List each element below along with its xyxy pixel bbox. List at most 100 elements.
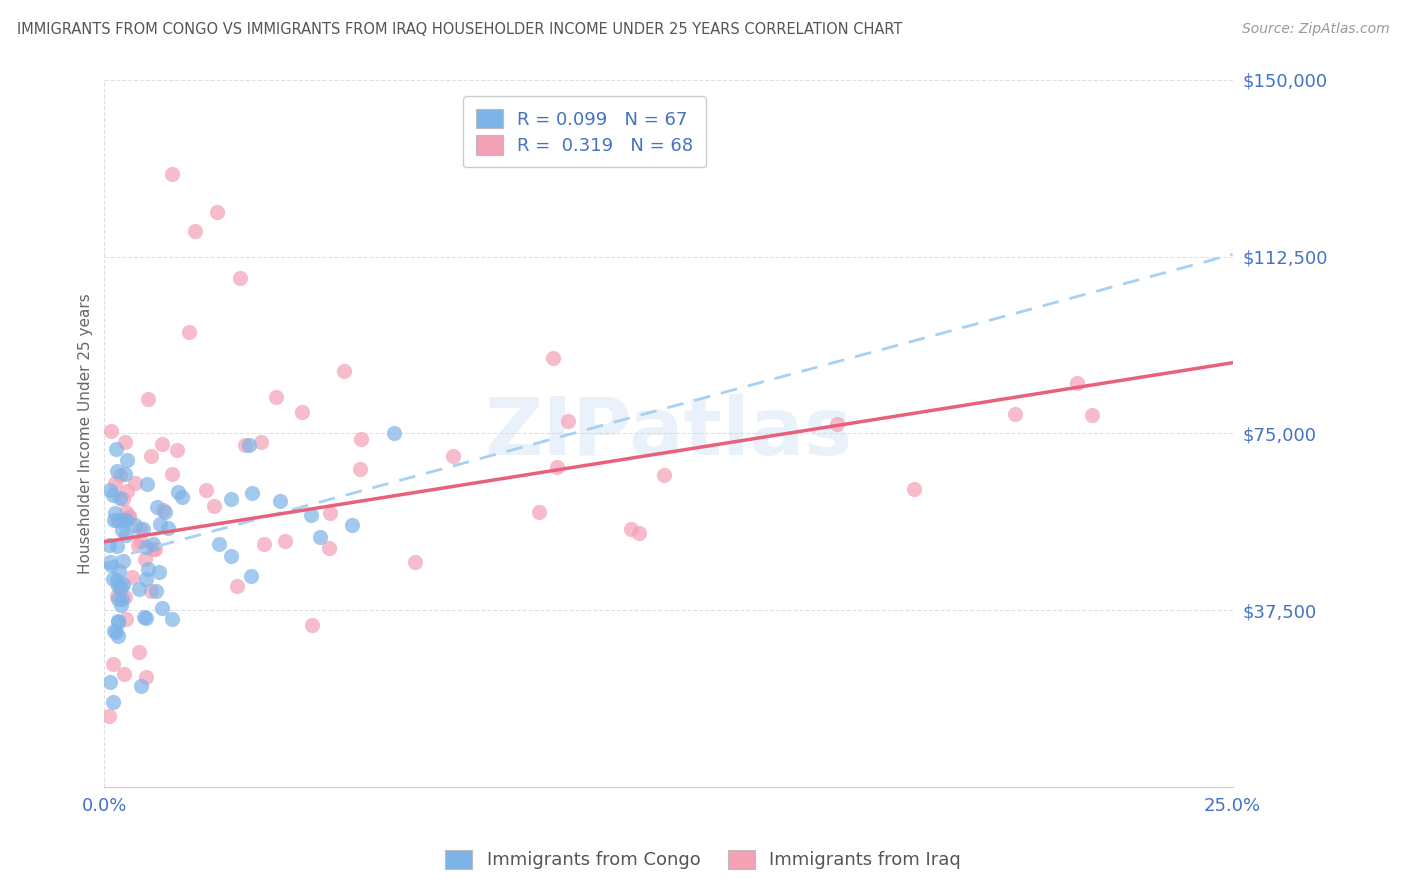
Point <box>274 533 297 548</box>
Point <box>135 611 157 625</box>
Point <box>124 475 146 490</box>
Point <box>107 564 129 578</box>
Point <box>110 580 132 594</box>
Point <box>128 582 150 596</box>
Point <box>114 528 136 542</box>
Point <box>903 483 925 497</box>
Point <box>145 583 167 598</box>
Point <box>269 493 291 508</box>
Legend: Immigrants from Congo, Immigrants from Iraq: Immigrants from Congo, Immigrants from I… <box>436 840 970 879</box>
Point <box>239 569 262 583</box>
Point <box>333 364 356 378</box>
Point <box>107 591 129 606</box>
Point <box>114 467 136 481</box>
Point <box>308 530 330 544</box>
Point <box>115 453 138 467</box>
Point <box>404 555 426 569</box>
Point <box>105 464 128 478</box>
Point <box>110 598 132 612</box>
Y-axis label: Householder Income Under 25 years: Householder Income Under 25 years <box>79 293 93 574</box>
Point <box>129 534 152 549</box>
Point <box>129 522 152 536</box>
Point <box>441 450 464 464</box>
Point <box>299 508 322 522</box>
Point <box>114 512 136 526</box>
Point <box>105 512 128 526</box>
Point <box>98 538 121 552</box>
Point <box>240 486 263 500</box>
Point <box>104 475 127 490</box>
Point <box>156 521 179 535</box>
Point <box>340 518 363 533</box>
Point <box>107 579 129 593</box>
Point <box>150 600 173 615</box>
Point <box>111 523 134 537</box>
Point <box>98 709 121 723</box>
Point <box>107 614 129 628</box>
Point <box>202 499 225 513</box>
Point <box>132 522 155 536</box>
Point <box>104 442 127 457</box>
Point <box>142 542 165 557</box>
Point <box>1004 407 1026 421</box>
Point <box>557 414 579 428</box>
Legend: R = 0.099   N = 67, R =  0.319   N = 68: R = 0.099 N = 67, R = 0.319 N = 68 <box>463 96 706 168</box>
Point <box>121 570 143 584</box>
Point <box>160 613 183 627</box>
Point <box>541 351 564 365</box>
Point <box>112 577 135 591</box>
Point <box>166 442 188 457</box>
Point <box>160 167 183 181</box>
Point <box>225 579 247 593</box>
Text: IMMIGRANTS FROM CONGO VS IMMIGRANTS FROM IRAQ HOUSEHOLDER INCOME UNDER 25 YEARS : IMMIGRANTS FROM CONGO VS IMMIGRANTS FROM… <box>17 22 903 37</box>
Point <box>350 432 373 446</box>
Point <box>135 669 157 683</box>
Point <box>141 449 163 463</box>
Point <box>138 392 160 406</box>
Point <box>105 590 128 604</box>
Point <box>117 509 139 524</box>
Point <box>128 644 150 658</box>
Point <box>115 484 138 499</box>
Point <box>145 500 167 515</box>
Point <box>139 584 162 599</box>
Point <box>103 624 125 639</box>
Point <box>105 539 128 553</box>
Point <box>101 695 124 709</box>
Point <box>238 437 260 451</box>
Point <box>153 505 176 519</box>
Point <box>162 467 184 481</box>
Point <box>136 476 159 491</box>
Point <box>111 592 134 607</box>
Point <box>291 405 314 419</box>
Point <box>104 625 127 640</box>
Point <box>208 537 231 551</box>
Point <box>100 558 122 573</box>
Point <box>107 514 129 528</box>
Point <box>627 526 650 541</box>
Point <box>118 510 141 524</box>
Point <box>142 537 165 551</box>
Point <box>135 572 157 586</box>
Text: Source: ZipAtlas.com: Source: ZipAtlas.com <box>1241 22 1389 37</box>
Point <box>108 491 131 505</box>
Point <box>115 612 138 626</box>
Point <box>127 538 149 552</box>
Point <box>107 615 129 630</box>
Point <box>108 582 131 596</box>
Point <box>108 467 131 482</box>
Point <box>301 618 323 632</box>
Point <box>1081 408 1104 422</box>
Point <box>124 518 146 533</box>
Point <box>319 506 342 520</box>
Point <box>132 609 155 624</box>
Point <box>546 459 568 474</box>
Point <box>253 537 276 551</box>
Point <box>129 679 152 693</box>
Point <box>167 484 190 499</box>
Point <box>136 561 159 575</box>
Point <box>152 502 174 516</box>
Point <box>98 483 121 497</box>
Point <box>103 657 125 672</box>
Point <box>620 522 643 536</box>
